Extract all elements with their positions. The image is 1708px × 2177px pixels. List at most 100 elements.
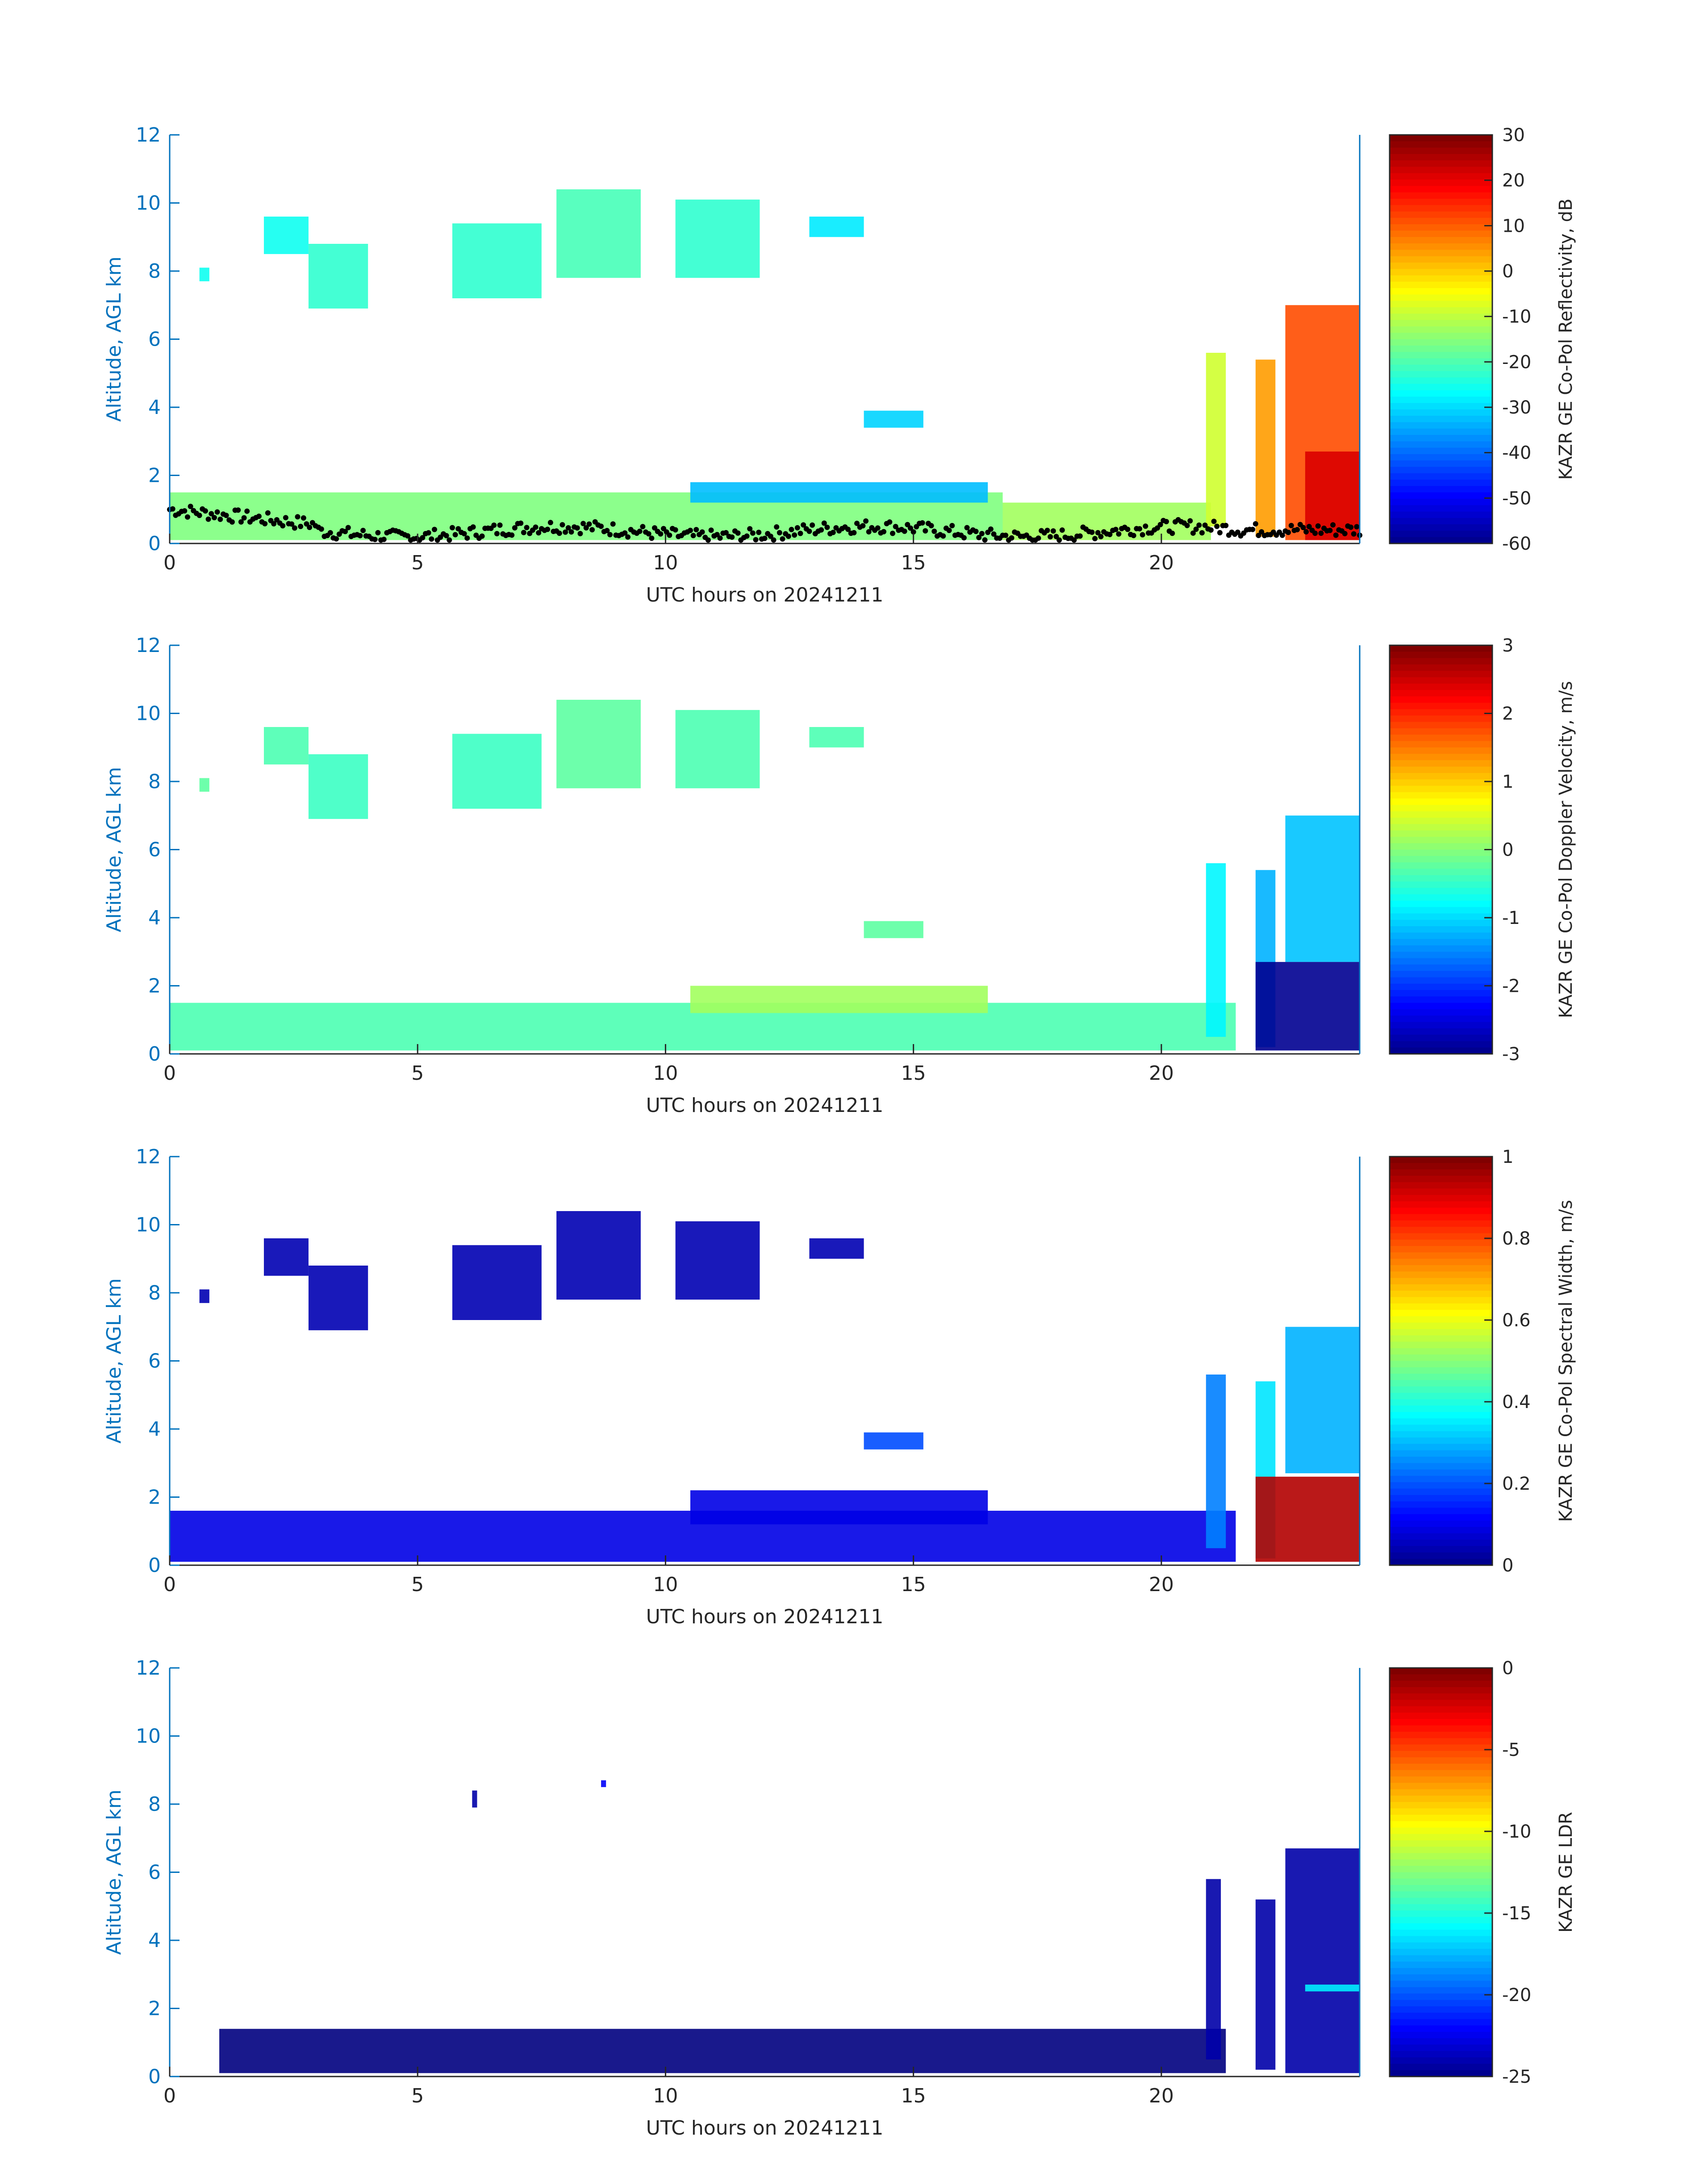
colorbar-segment xyxy=(1390,811,1492,819)
y-tick-label: 4 xyxy=(148,396,161,419)
overlay-point xyxy=(1143,523,1148,529)
colorbar-segment xyxy=(1390,2019,1492,2026)
overlay-point xyxy=(610,521,616,527)
overlay-point xyxy=(866,529,872,535)
overlay-point xyxy=(768,533,773,539)
colorbar-segment xyxy=(1390,1974,1492,1981)
colorbar-tick-label: -60 xyxy=(1502,534,1531,554)
overlay-point xyxy=(1140,532,1145,538)
colorbar-segment xyxy=(1390,492,1492,499)
colorbar-segment xyxy=(1390,1163,1492,1170)
overlay-point xyxy=(1235,529,1240,535)
colorbar-segment xyxy=(1390,1508,1492,1515)
x-tick-label: 15 xyxy=(901,1573,926,1596)
colorbar-segment xyxy=(1390,1329,1492,1336)
colorbar-tick-label: 1 xyxy=(1502,1147,1513,1167)
overlay-point xyxy=(1333,532,1339,538)
overlay-point xyxy=(1318,530,1324,536)
overlay-point xyxy=(327,530,333,535)
colorbar-segment xyxy=(1390,371,1492,378)
y-tick-label: 8 xyxy=(148,1793,161,1816)
colorbar-segment xyxy=(1390,1028,1492,1036)
overlay-point xyxy=(1288,522,1294,528)
overlay-point xyxy=(1306,524,1312,530)
colorbar-segment xyxy=(1390,888,1492,895)
data-region xyxy=(556,189,641,278)
data-region xyxy=(1285,815,1360,962)
colorbar-segment xyxy=(1390,2013,1492,2020)
colorbar-segment xyxy=(1390,1188,1492,1195)
overlay-point xyxy=(964,525,970,531)
colorbar-segment xyxy=(1390,754,1492,761)
overlay-point xyxy=(622,530,628,536)
colorbar-segment xyxy=(1390,2000,1492,2007)
colorbar-segment xyxy=(1390,326,1492,334)
colorbar-segment xyxy=(1390,180,1492,187)
colorbar-segment xyxy=(1390,728,1492,735)
colorbar-segment xyxy=(1390,1482,1492,1489)
overlay-point xyxy=(1202,522,1208,528)
colorbar-segment xyxy=(1390,2070,1492,2077)
y-tick-label: 8 xyxy=(148,1282,161,1304)
overlay-point xyxy=(756,530,762,535)
x-tick-label: 20 xyxy=(1149,1062,1174,1085)
colorbar-segment xyxy=(1390,1923,1492,1930)
colorbar-segment xyxy=(1390,1738,1492,1745)
colorbar-segment xyxy=(1390,154,1492,161)
colorbar-segment xyxy=(1390,358,1492,365)
data-region xyxy=(308,244,368,309)
colorbar-segment xyxy=(1390,875,1492,882)
overlay-point xyxy=(262,521,268,526)
colorbar-segment xyxy=(1390,1425,1492,1432)
overlay-point xyxy=(907,525,913,531)
overlay-point xyxy=(357,533,363,539)
data-region xyxy=(452,223,542,298)
colorbar-segment xyxy=(1390,1751,1492,1758)
overlay-point xyxy=(229,519,235,525)
colorbar-segment xyxy=(1390,1795,1492,1803)
colorbar-frame xyxy=(1389,134,1493,544)
colorbar: 30 20 10 0 -10 -20 -30 -40 -50 -60 KAZR GE Co-Pol … xyxy=(1389,125,1576,554)
colorbar-segment xyxy=(1390,167,1492,174)
overlay-point xyxy=(693,527,699,533)
colorbar-segment xyxy=(1390,1169,1492,1176)
data-region xyxy=(556,700,641,789)
colorbar-segment xyxy=(1390,977,1492,984)
overlay-point xyxy=(1190,530,1196,536)
colorbar-segment xyxy=(1390,1348,1492,1355)
colorbar-segment xyxy=(1390,1252,1492,1259)
colorbar-segment xyxy=(1390,486,1492,493)
colorbar-segment xyxy=(1390,664,1492,672)
overlay-point xyxy=(1125,526,1131,532)
colorbar-segment xyxy=(1390,958,1492,965)
colorbar-segment xyxy=(1390,531,1492,538)
colorbar-segment xyxy=(1390,1981,1492,1988)
data-region xyxy=(690,482,988,503)
overlay-point xyxy=(589,527,595,533)
colorbar-segment xyxy=(1390,2025,1492,2032)
overlay-point xyxy=(1327,527,1333,533)
colorbar-segment xyxy=(1390,243,1492,251)
colorbar-segment xyxy=(1390,869,1492,876)
overlay-point xyxy=(667,532,672,538)
colorbar-segment xyxy=(1390,677,1492,684)
colorbar-tick-label: -3 xyxy=(1502,1044,1520,1065)
colorbar-segment xyxy=(1390,1700,1492,1707)
overlay-point xyxy=(1050,528,1056,534)
colorbar-segment xyxy=(1390,428,1492,435)
overlay-point xyxy=(497,522,503,528)
x-tick-label: 10 xyxy=(653,2085,678,2107)
overlay-point xyxy=(560,522,565,528)
overlay-point xyxy=(405,533,410,539)
colorbar-segment xyxy=(1390,511,1492,518)
y-tick-label: 4 xyxy=(148,1418,161,1441)
x-tick-label: 10 xyxy=(653,552,678,574)
overlay-point xyxy=(672,527,678,533)
colorbar-segment xyxy=(1390,1930,1492,1937)
overlay-point xyxy=(1214,523,1220,529)
x-tick-label: 5 xyxy=(411,552,424,574)
colorbar-segment xyxy=(1390,715,1492,723)
colorbar-segment xyxy=(1390,1278,1492,1285)
overlay-point xyxy=(426,530,431,536)
colorbar-segment xyxy=(1390,1220,1492,1228)
